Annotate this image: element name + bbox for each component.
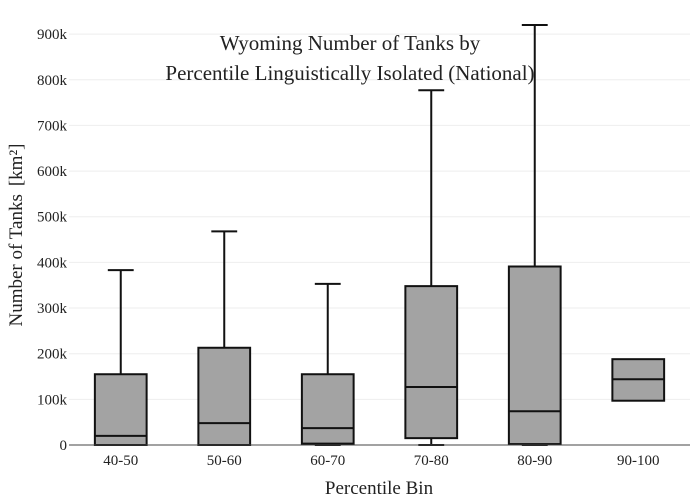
box-group-60-70 [300,282,355,446]
y-axis-title: Number of Tanks [km²] [6,144,27,327]
x-tick-label: 50-60 [207,453,242,469]
box-iqr [197,346,252,446]
box-group-70-80 [404,89,459,446]
box-group-90-100 [611,358,666,402]
y-tick-label: 600k [37,164,68,180]
box-group-40-50 [93,269,148,447]
y-tick-label: 200k [37,347,68,363]
y-tick-label: 100k [37,392,68,408]
x-tick-label: 90-100 [617,453,660,469]
box-series [93,24,666,447]
y-tick-label: 800k [37,73,68,89]
grid-lines [69,33,690,400]
y-tick-labels: 0 100k 200k 300k 400k 500k 600k 700k 800k 900k [37,27,68,454]
y-tick-label: 500k [37,210,68,226]
box-iqr [404,285,459,440]
y-axis-title-group: Number of Tanks [km²] [6,144,27,327]
box-group-80-90 [507,24,562,446]
box-group-50-60 [197,230,252,446]
y-tick-label: 900k [37,27,68,43]
y-tick-label: 700k [37,118,68,134]
x-tick-labels: 40-50 50-60 60-70 70-80 80-90 90-100 [103,453,659,469]
x-tick-label: 80-90 [517,453,552,469]
box-iqr [507,265,562,446]
y-axis-title-label: Number of Tanks [6,194,27,326]
y-tick-label: 0 [60,438,68,454]
x-tick-label: 70-80 [414,453,449,469]
chart-title-line-1: Wyoming Number of Tanks by [220,31,481,55]
box-iqr [93,373,148,447]
y-tick-label: 400k [37,255,68,271]
y-axis-unit: [km²] [6,144,27,187]
x-tick-label: 60-70 [310,453,345,469]
y-tick-label: 300k [37,301,68,317]
x-axis-title: Percentile Bin [325,478,434,499]
x-tick-label: 40-50 [103,453,138,469]
box-iqr [300,373,355,445]
chart-title-line-2: Percentile Linguistically Isolated (Nati… [165,61,534,85]
